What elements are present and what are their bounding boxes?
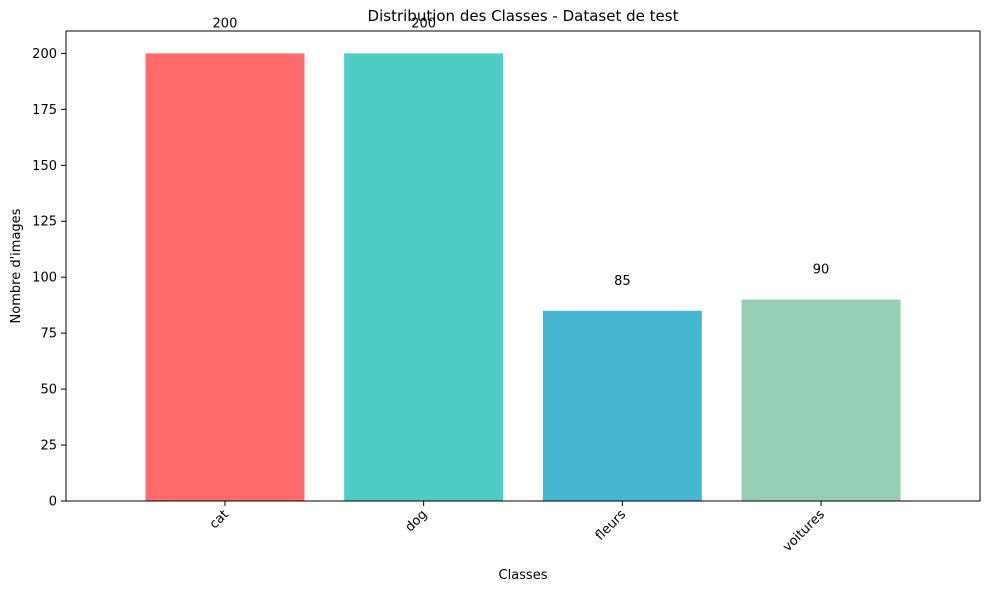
y-tick-label-0: 0 <box>49 495 57 510</box>
data-label-voitures: 90 <box>813 263 830 278</box>
x-tick-label-dog: dog <box>403 507 431 535</box>
bars-layer <box>145 53 901 501</box>
plot-frame <box>65 30 981 502</box>
chart-title: Distribution des Classes - Dataset de te… <box>368 7 679 25</box>
y-tick-label-75: 75 <box>40 327 57 342</box>
data-labels-layer: 200 200 85 90 <box>213 16 830 288</box>
bar-fleurs <box>542 310 702 501</box>
x-axis-label: Classes <box>499 568 548 583</box>
bar-voitures <box>741 299 901 501</box>
bar-dog <box>344 53 504 501</box>
y-tick-label-150: 150 <box>32 159 57 174</box>
y-tick-label-175: 175 <box>32 103 57 118</box>
y-tick-label-200: 200 <box>32 47 57 62</box>
y-tick-label-50: 50 <box>40 383 57 398</box>
bar-cat <box>145 53 305 501</box>
y-tick-label-100: 100 <box>32 271 57 286</box>
y-tick-label-25: 25 <box>40 439 57 454</box>
y-axis-label: Nombre d'images <box>9 208 24 323</box>
data-label-fleurs: 85 <box>614 274 631 289</box>
y-tick-label-125: 125 <box>32 215 57 230</box>
data-label-dog: 200 <box>411 16 436 31</box>
data-label-cat: 200 <box>213 16 238 31</box>
x-tick-label-voitures: voitures <box>780 507 828 555</box>
x-tick-label-fleurs: fleurs <box>593 507 630 544</box>
x-tick-label-cat: cat <box>207 507 232 532</box>
